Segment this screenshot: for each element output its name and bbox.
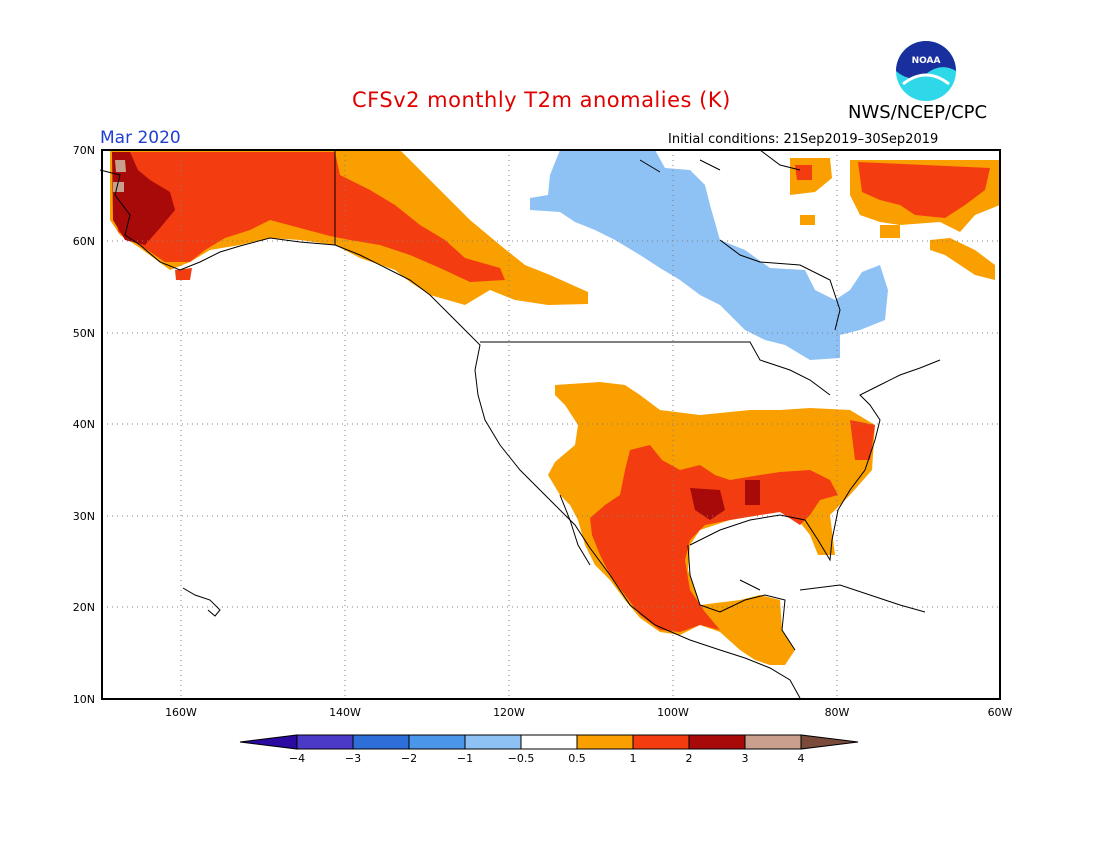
lat-label: 40N	[73, 418, 95, 431]
map-frame	[101, 149, 1001, 700]
agency-label: NWS/NCEP/CPC	[848, 102, 988, 123]
anomaly-warm-northeast	[790, 158, 1000, 280]
colorbar-swatch	[688, 734, 746, 750]
colorbar-label: 2	[686, 752, 693, 765]
colorbar-label: −0.5	[508, 752, 535, 765]
lon-label: 80W	[825, 706, 850, 719]
colorbar-label: 3	[742, 752, 749, 765]
lat-label: 30N	[73, 510, 95, 523]
anomaly-cool-canada	[530, 150, 888, 360]
lat-label: 60N	[73, 235, 95, 248]
colorbar-label: −1	[457, 752, 473, 765]
lat-label: 70N	[73, 144, 95, 157]
lon-label: 60W	[988, 706, 1013, 719]
colorbar-label: −2	[401, 752, 417, 765]
map-title: CFSv2 monthly T2m anomalies (K)	[352, 88, 731, 112]
colorbar-swatch	[408, 734, 466, 750]
anomaly-warm-us-mexico	[548, 382, 875, 665]
colorbar-label: 1	[630, 752, 637, 765]
colorbar-arrow-low	[239, 734, 298, 750]
lon-label: 140W	[329, 706, 361, 719]
longitude-labels: 160W 140W 120W 100W 80W 60W	[165, 706, 1012, 719]
colorbar-arrow-high	[800, 734, 859, 750]
colorbar-swatch	[632, 734, 690, 750]
coastlines	[99, 149, 941, 699]
colorbar-swatch	[464, 734, 522, 750]
lat-label: 20N	[73, 601, 95, 614]
forecast-month: Mar 2020	[100, 128, 181, 148]
lon-label: 120W	[493, 706, 525, 719]
noaa-logo-text: NOAA	[912, 56, 941, 66]
colorbar-swatch	[352, 734, 410, 750]
colorbar: −4 −3 −2 −1 −0.5 0.5 1 2 3 4	[239, 734, 859, 765]
colorbar-swatch	[296, 734, 354, 750]
colorbar-label: −4	[289, 752, 305, 765]
noaa-logo-icon: NOAA	[896, 41, 956, 101]
colorbar-swatch	[576, 734, 634, 750]
colorbar-label: 4	[798, 752, 805, 765]
lat-label: 50N	[73, 327, 95, 340]
latitude-labels: 70N 60N 50N 40N 30N 20N 10N	[73, 144, 95, 706]
colorbar-swatch	[744, 734, 802, 750]
colorbar-label: 0.5	[568, 752, 586, 765]
lon-label: 160W	[165, 706, 197, 719]
lat-label: 10N	[73, 693, 95, 706]
anomaly-warm-alaska	[110, 150, 588, 305]
colorbar-label: −3	[345, 752, 361, 765]
colorbar-swatch	[520, 734, 578, 750]
initial-conditions: Initial conditions: 21Sep2019–30Sep2019	[668, 132, 939, 147]
lon-label: 100W	[657, 706, 689, 719]
